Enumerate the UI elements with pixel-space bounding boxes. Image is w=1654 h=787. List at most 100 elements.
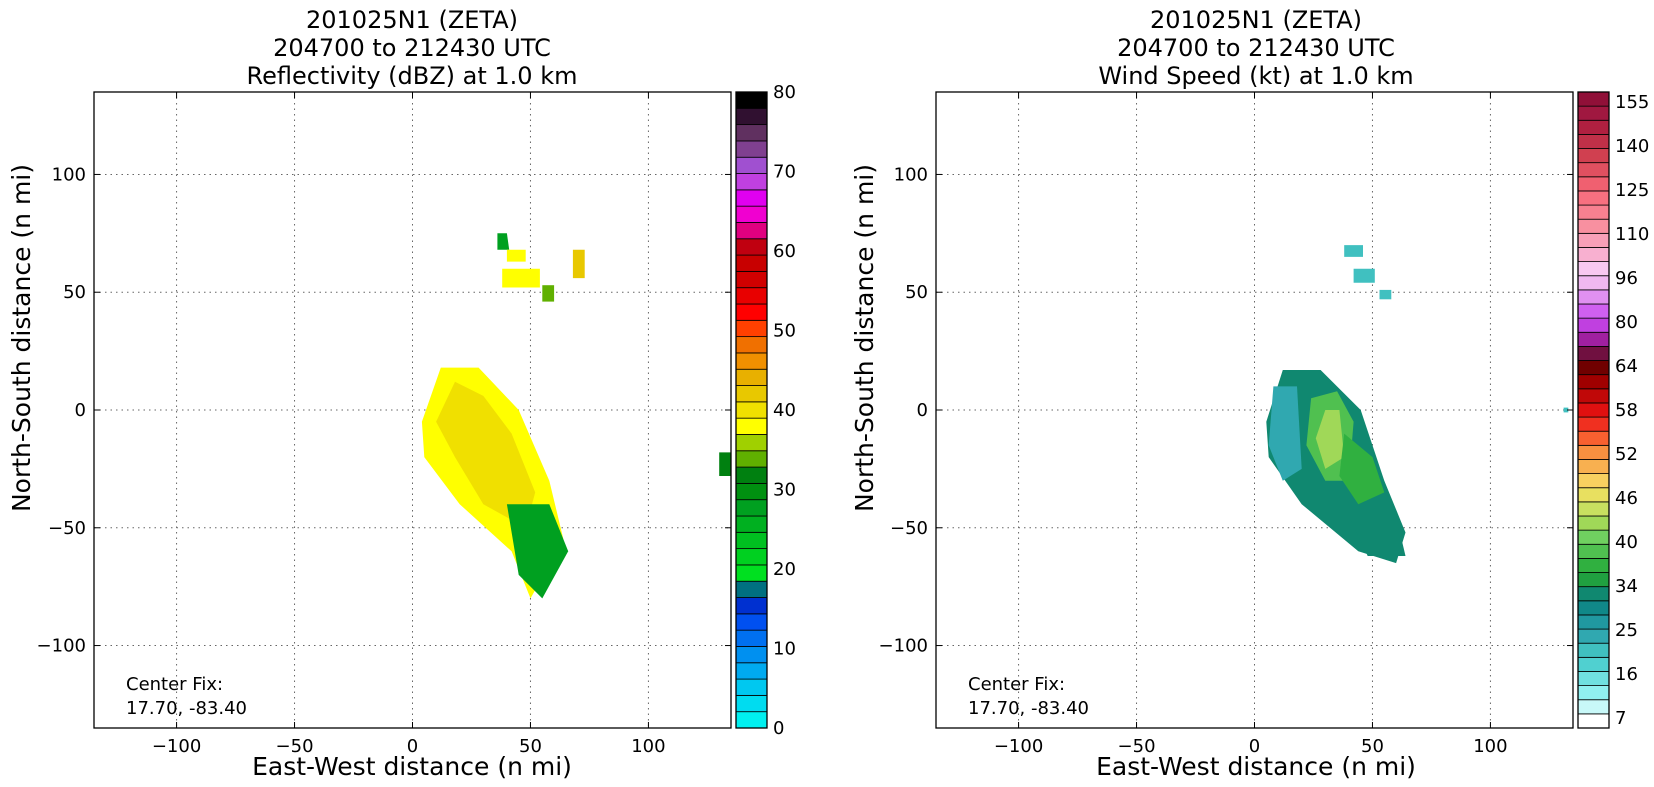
reflectivity-echo bbox=[719, 452, 731, 476]
x-tick-label: −50 bbox=[1118, 736, 1156, 757]
colorbar-tick-label: 140 bbox=[1615, 136, 1649, 157]
colorbar-tick-label: 52 bbox=[1615, 444, 1638, 465]
colorbar-segment bbox=[735, 287, 768, 305]
x-tick-label: 50 bbox=[1361, 736, 1384, 757]
wind-speed-region bbox=[1353, 268, 1375, 283]
colorbar-segment bbox=[735, 499, 768, 517]
colorbar-segment bbox=[735, 303, 768, 321]
title-line-2: 204700 to 212430 UTC bbox=[1117, 34, 1395, 62]
x-axis-label: East-West distance (n mi) bbox=[1096, 752, 1416, 781]
wind-speed-region bbox=[1563, 407, 1569, 413]
colorbar-tick-label: 7 bbox=[1615, 708, 1626, 729]
colorbar-segment bbox=[1577, 388, 1610, 404]
colorbar-segment bbox=[1577, 162, 1610, 178]
colorbar-segment bbox=[735, 548, 768, 566]
colorbar-segment bbox=[1577, 713, 1610, 729]
colorbar-segment bbox=[1577, 275, 1610, 291]
reflectivity-echo bbox=[497, 233, 510, 250]
x-tick-label: 100 bbox=[631, 736, 665, 757]
colorbar-segment bbox=[1577, 558, 1610, 573]
colorbar-tick-label: 10 bbox=[773, 639, 796, 660]
colorbar-segment bbox=[1577, 119, 1610, 135]
colorbar-tick-label: 58 bbox=[1615, 400, 1638, 421]
colorbar-segment bbox=[1577, 176, 1610, 192]
colorbar-tick-label: 80 bbox=[1615, 312, 1638, 333]
y-tick-label: −100 bbox=[879, 636, 928, 657]
colorbar-segment bbox=[735, 662, 768, 680]
y-tick-label: 50 bbox=[905, 282, 928, 303]
colorbar-segment bbox=[735, 189, 768, 207]
wind-colorbar: 7 16 25 34 40 46 52 58 64 80 96 110 125 140 155 bbox=[1577, 91, 1649, 729]
reflectivity-panel: 201025N1 (ZETA) 204700 to 212430 UTC Ref… bbox=[7, 6, 796, 781]
colorbar-segment bbox=[1577, 374, 1610, 390]
colorbar-segment bbox=[735, 450, 768, 468]
x-tick-label: −100 bbox=[994, 736, 1043, 757]
colorbar-segment bbox=[1577, 430, 1610, 446]
colorbar-segment bbox=[1577, 204, 1610, 220]
colorbar-segment bbox=[1577, 473, 1610, 489]
colorbar-segment bbox=[735, 711, 768, 729]
y-tick-label: 100 bbox=[894, 164, 928, 185]
x-tick-label: 100 bbox=[1473, 736, 1507, 757]
colorbar-segment bbox=[1577, 501, 1610, 517]
y-tick-label: 0 bbox=[917, 400, 928, 421]
y-tick-label: 100 bbox=[52, 164, 86, 185]
reflectivity-echo bbox=[506, 249, 526, 262]
colorbar-segment bbox=[735, 238, 768, 256]
wind-speed-region bbox=[1348, 516, 1406, 556]
colorbar-segment bbox=[1577, 303, 1610, 319]
reflectivity-echo bbox=[502, 268, 540, 288]
colorbar-segment bbox=[735, 140, 768, 158]
colorbar-segment bbox=[735, 629, 768, 647]
colorbar-segment bbox=[735, 401, 768, 419]
colorbar-tick-label: 16 bbox=[1615, 664, 1638, 685]
y-tick-label: −100 bbox=[37, 636, 86, 657]
colorbar-segment bbox=[735, 156, 768, 174]
plot-frame bbox=[935, 91, 1574, 729]
wind-speed-region bbox=[1339, 433, 1385, 505]
reflectivity-plot-area: −100 −50 0 50 100 100 50 0 −50 −100 bbox=[37, 91, 732, 757]
colorbar-segment bbox=[1577, 515, 1610, 531]
colorbar-segment bbox=[1577, 656, 1610, 672]
colorbar-segment bbox=[1577, 459, 1610, 475]
title-line-2: 204700 to 212430 UTC bbox=[273, 34, 551, 62]
colorbar-tick-label: 0 bbox=[773, 718, 784, 739]
colorbar-frame bbox=[735, 91, 768, 729]
colorbar-segment bbox=[1577, 543, 1610, 559]
colorbar-segment bbox=[735, 368, 768, 386]
colorbar-segment bbox=[735, 270, 768, 289]
colorbar-segment bbox=[735, 597, 768, 615]
center-fix-coords: 17.70, -83.40 bbox=[968, 698, 1089, 719]
colorbar-tick-label: 70 bbox=[773, 162, 796, 183]
colorbar-segment bbox=[1577, 317, 1610, 333]
colorbar-segment bbox=[735, 173, 768, 191]
colorbar-segment bbox=[1577, 402, 1610, 418]
wind-speed-region bbox=[1344, 245, 1363, 257]
colorbar-segment bbox=[1577, 685, 1610, 701]
colorbar-segment bbox=[735, 515, 768, 533]
colorbar-segment bbox=[1577, 614, 1610, 630]
x-axis-label: East-West distance (n mi) bbox=[252, 752, 572, 781]
colorbar-segment bbox=[735, 336, 768, 354]
y-tick-label: −50 bbox=[890, 518, 928, 539]
colorbar-segment bbox=[1577, 261, 1610, 277]
colorbar-segment bbox=[735, 531, 768, 550]
colorbar-segment bbox=[1577, 105, 1610, 121]
x-tick-label: 0 bbox=[407, 736, 418, 757]
colorbar-segment bbox=[735, 678, 768, 696]
colorbar-segment bbox=[735, 205, 768, 223]
colorbar-segment bbox=[735, 385, 768, 403]
wind-plot-area: −100 −50 0 50 100 100 50 0 −50 −100 bbox=[879, 91, 1574, 757]
x-tick-label: −100 bbox=[152, 736, 201, 757]
y-tick-label: 0 bbox=[75, 400, 86, 421]
colorbar-segment bbox=[1577, 600, 1610, 616]
wind-speed-region bbox=[1379, 289, 1392, 300]
colorbar-segment bbox=[735, 482, 768, 501]
colorbar-segment bbox=[1577, 232, 1610, 248]
colorbar-segment bbox=[735, 107, 768, 126]
center-fix-label: Center Fix: bbox=[968, 674, 1065, 695]
colorbar-segment bbox=[735, 352, 768, 370]
wind-speed-region bbox=[1315, 410, 1345, 469]
colorbar-segment bbox=[1577, 289, 1610, 305]
colorbar-tick-label: 40 bbox=[773, 400, 796, 421]
